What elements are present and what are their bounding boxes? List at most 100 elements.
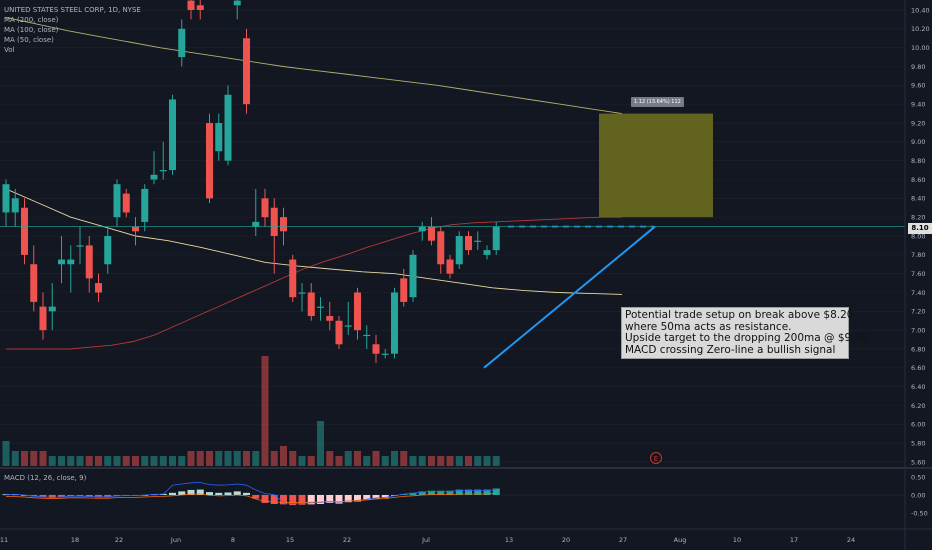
- earnings-icon[interactable]: E: [650, 452, 662, 464]
- volume-bar: [196, 451, 204, 466]
- macd-histogram-bar: [206, 492, 213, 495]
- candle-body: [39, 306, 47, 331]
- price-tick-label: 9.20: [911, 119, 925, 127]
- price-tick-label: 9.80: [911, 63, 925, 71]
- volume-bar: [11, 451, 19, 466]
- time-tick-label: 11: [0, 536, 8, 544]
- volume-bar: [418, 456, 426, 466]
- ma50-line: [6, 216, 622, 350]
- time-tick-label: 27: [619, 536, 627, 544]
- macd-legend[interactable]: MACD (12, 26, close, 9): [4, 474, 87, 482]
- volume-bar: [2, 441, 10, 466]
- macd-histogram-bar: [428, 490, 435, 495]
- macd-histogram-bar: [261, 495, 269, 503]
- candle-body: [317, 306, 324, 308]
- candle-body: [261, 198, 269, 218]
- candle-body: [270, 207, 278, 236]
- macd-histogram-bar: [307, 495, 315, 505]
- macd-histogram-bar: [317, 495, 324, 504]
- volume-bar: [409, 456, 417, 466]
- candle-body: [11, 198, 19, 213]
- time-tick-label: 8: [231, 536, 235, 544]
- macd-tick-label: 0.50: [911, 473, 925, 481]
- price-tick-label: 6.60: [911, 364, 925, 372]
- volume-bars: [2, 356, 500, 466]
- candle-body: [428, 226, 435, 241]
- time-tick-label: Jun: [170, 536, 181, 544]
- candle-body: [391, 292, 398, 354]
- trade-setup-note[interactable]: Potential trade setup on break above $8.…: [621, 307, 871, 359]
- candle-body: [104, 236, 112, 265]
- macd-histogram-bar: [354, 495, 361, 502]
- candle-body: [76, 245, 84, 247]
- macd-histogram-bar: [104, 495, 112, 498]
- note-line: where 50ma acts as resistance.: [625, 320, 792, 333]
- macd-histogram-bar: [67, 495, 75, 497]
- note-line: MACD crossing Zero-line a bullish signal: [625, 343, 836, 356]
- price-tick-label: 8.60: [911, 176, 925, 184]
- candle-body: [363, 334, 371, 337]
- candle-body: [252, 221, 260, 227]
- volume-bar: [474, 456, 482, 466]
- volume-bar: [113, 456, 121, 466]
- volume-bar: [363, 456, 371, 466]
- candle-body: [169, 99, 176, 171]
- price-tick-label: 9.40: [911, 100, 925, 108]
- macd-histogram-bar: [48, 495, 56, 498]
- macd-histogram-bar: [30, 495, 38, 497]
- ma100-legend[interactable]: MA (100, close): [4, 26, 59, 34]
- candle-body: [418, 226, 426, 232]
- volume-bar: [21, 451, 28, 466]
- volume-bar: [252, 451, 260, 466]
- time-tick-label: 13: [505, 536, 513, 544]
- time-tick-label: Jul: [421, 536, 430, 544]
- candle-body: [122, 193, 130, 213]
- macd-histogram-bar: [326, 495, 334, 503]
- macd-histogram-bar: [409, 492, 417, 495]
- volume-bar: [159, 456, 167, 466]
- candle-body: [400, 278, 408, 302]
- ma50-legend[interactable]: MA (50, close): [4, 36, 54, 44]
- macd-histogram-bar: [492, 488, 500, 495]
- candle-body: [58, 259, 65, 265]
- macd-histogram-bar: [455, 489, 463, 495]
- time-tick-label: 18: [71, 536, 79, 544]
- candle-body: [85, 245, 93, 279]
- volume-bar: [39, 451, 47, 466]
- price-tick-label: 6.80: [911, 345, 925, 353]
- macd-histogram-bar: [446, 490, 454, 495]
- ma200-legend[interactable]: MA (200, close): [4, 16, 59, 24]
- volume-bar: [132, 456, 139, 466]
- candle-body: [224, 94, 232, 161]
- volume-bar: [391, 451, 398, 466]
- macd-histogram-bar: [381, 495, 389, 498]
- target-zone-box[interactable]: [599, 113, 713, 218]
- price-tick-label: 9.60: [911, 82, 925, 90]
- symbol-title[interactable]: UNITED STATES STEEL CORP, 1D, NYSE: [4, 6, 141, 14]
- macd-histogram-bar: [178, 491, 186, 495]
- volume-bar: [58, 456, 65, 466]
- volume-bar: [270, 451, 278, 466]
- time-tick-label: 22: [115, 536, 123, 544]
- candle-body: [187, 0, 195, 11]
- vol-legend[interactable]: Vol: [4, 46, 15, 54]
- candle-body: [132, 226, 139, 232]
- candle-body: [298, 292, 306, 294]
- volume-bar: [95, 456, 102, 466]
- candle-body: [141, 188, 149, 222]
- candles: [2, 0, 500, 364]
- price-tick-label: 7.60: [911, 270, 925, 278]
- ascending-trendline[interactable]: [483, 225, 656, 369]
- time-tick-label: 24: [847, 536, 855, 544]
- volume-bar: [335, 456, 343, 466]
- time-tick-label: 15: [286, 536, 294, 544]
- volume-bar: [280, 446, 287, 466]
- macd-histogram-bar: [372, 495, 380, 499]
- volume-bar: [104, 456, 112, 466]
- macd-histogram-bar: [76, 495, 84, 497]
- price-axis: 10.40 10.20 10.00 9.80 9.60 9.40 9.20 9.00 8.80 8…: [904, 0, 930, 550]
- volume-bar: [326, 451, 334, 466]
- candle-body: [354, 292, 361, 331]
- price-tick-label: 7.40: [911, 289, 925, 297]
